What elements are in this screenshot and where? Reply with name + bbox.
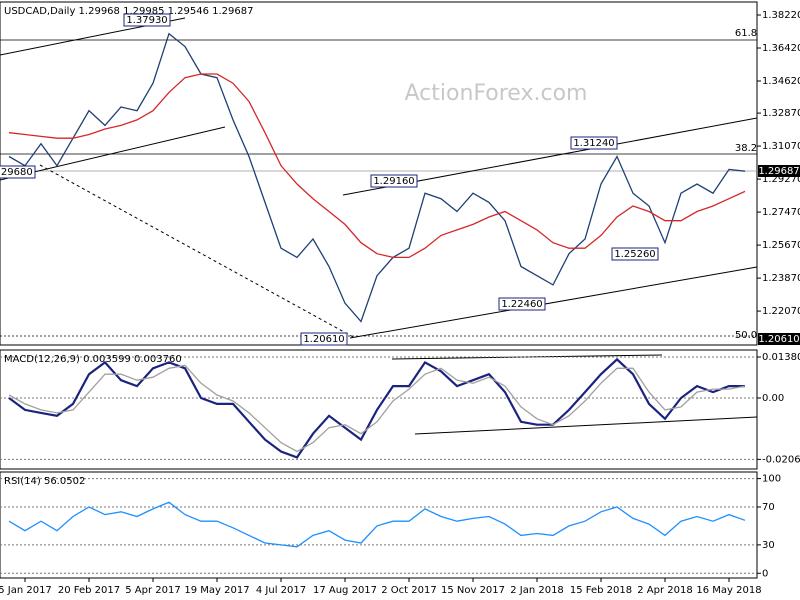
y-tick-label: 70 xyxy=(762,502,775,513)
label-box xyxy=(123,13,171,27)
series-line xyxy=(8,32,746,323)
trend-line xyxy=(391,354,663,360)
series-line xyxy=(8,364,746,453)
annotation: 1.20610 xyxy=(758,334,799,345)
x-tick-label: 15 Nov 2017 xyxy=(441,585,505,596)
label-box xyxy=(0,165,36,179)
trend-line xyxy=(0,126,226,181)
trend-line xyxy=(39,164,356,339)
annotation: 50.0 xyxy=(735,330,757,341)
trend-line xyxy=(414,416,758,435)
label-box xyxy=(611,247,659,261)
y-tick-label: 30 xyxy=(762,540,775,551)
annotation: 61.8 xyxy=(735,28,757,39)
macd-panel-frame xyxy=(0,349,758,470)
label-box xyxy=(300,332,348,346)
panel-title: USDCAD,Daily 1.29968 1.29985 1.29546 1.2… xyxy=(4,6,254,17)
y-tick-label: 1.31070 xyxy=(762,141,800,152)
y-tick-label: 1.23870 xyxy=(762,273,800,284)
price-box xyxy=(758,333,800,345)
series-line xyxy=(8,357,745,459)
x-tick-label: 5 Jan 2017 xyxy=(0,585,52,596)
annotation: 1.37930 xyxy=(126,15,167,26)
x-tick-label: 19 May 2017 xyxy=(184,585,249,596)
price-box xyxy=(758,165,800,177)
label-box xyxy=(498,297,546,311)
y-tick-label: 1.27470 xyxy=(762,207,800,218)
y-tick-label: 0.00 xyxy=(762,393,784,404)
annotation: 1.29680 xyxy=(0,167,33,178)
series-line xyxy=(8,501,746,548)
y-tick-label: 1.29270 xyxy=(762,174,800,185)
y-tick-label: 1.22070 xyxy=(762,306,800,317)
label-box xyxy=(370,174,418,188)
trend-line xyxy=(349,266,758,339)
panel-title: RSI(14) 56.0502 xyxy=(4,476,85,487)
price-panel-frame xyxy=(0,1,758,346)
y-tick-label: 1.25670 xyxy=(762,240,800,251)
annotation: 1.25260 xyxy=(614,249,655,260)
annotation: 1.31240 xyxy=(573,138,614,149)
y-tick-label: 1.32870 xyxy=(762,108,800,119)
y-tick-label: 1.36420 xyxy=(762,43,800,54)
x-tick-label: 20 Feb 2017 xyxy=(58,585,120,596)
annotation: 1.29687 xyxy=(758,166,799,177)
series-line xyxy=(8,73,746,259)
y-tick-label: 0 xyxy=(762,568,768,579)
x-tick-label: 4 Jul 2017 xyxy=(256,585,306,596)
x-tick-label: 2 Oct 2017 xyxy=(381,585,436,596)
watermark: ActionForex.com xyxy=(405,81,588,106)
x-tick-label: 2 Apr 2018 xyxy=(637,585,692,596)
y-tick-label: -0.020648 xyxy=(762,454,800,465)
x-tick-label: 2 Jan 2018 xyxy=(510,585,564,596)
x-tick-label: 17 Aug 2017 xyxy=(313,585,377,596)
label-box xyxy=(570,136,618,150)
annotation: 1.29160 xyxy=(373,176,414,187)
y-tick-label: 100 xyxy=(762,474,781,485)
y-tick-label: 1.34620 xyxy=(762,76,800,87)
y-tick-label: 1.38220 xyxy=(762,10,800,21)
x-tick-label: 5 Apr 2017 xyxy=(125,585,180,596)
annotation: 1.20610 xyxy=(303,334,344,345)
y-tick-label: 0.013800 xyxy=(762,352,800,363)
panel-title: MACD(12,26,9) 0.003599 0.003760 xyxy=(4,354,182,365)
x-tick-label: 15 Feb 2018 xyxy=(570,585,632,596)
annotation: 1.22460 xyxy=(501,299,542,310)
rsi-panel-frame xyxy=(0,471,758,579)
annotation: 38.2 xyxy=(735,143,757,154)
x-tick-label: 16 May 2018 xyxy=(696,585,761,596)
